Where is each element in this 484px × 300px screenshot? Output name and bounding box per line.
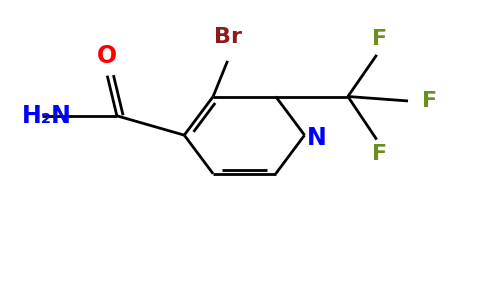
Text: F: F [372,144,387,164]
Text: N: N [307,126,327,150]
Text: H₂N: H₂N [22,104,72,128]
Text: F: F [372,29,387,49]
Text: Br: Br [213,28,242,47]
Text: O: O [97,44,117,68]
Text: F: F [423,91,438,111]
